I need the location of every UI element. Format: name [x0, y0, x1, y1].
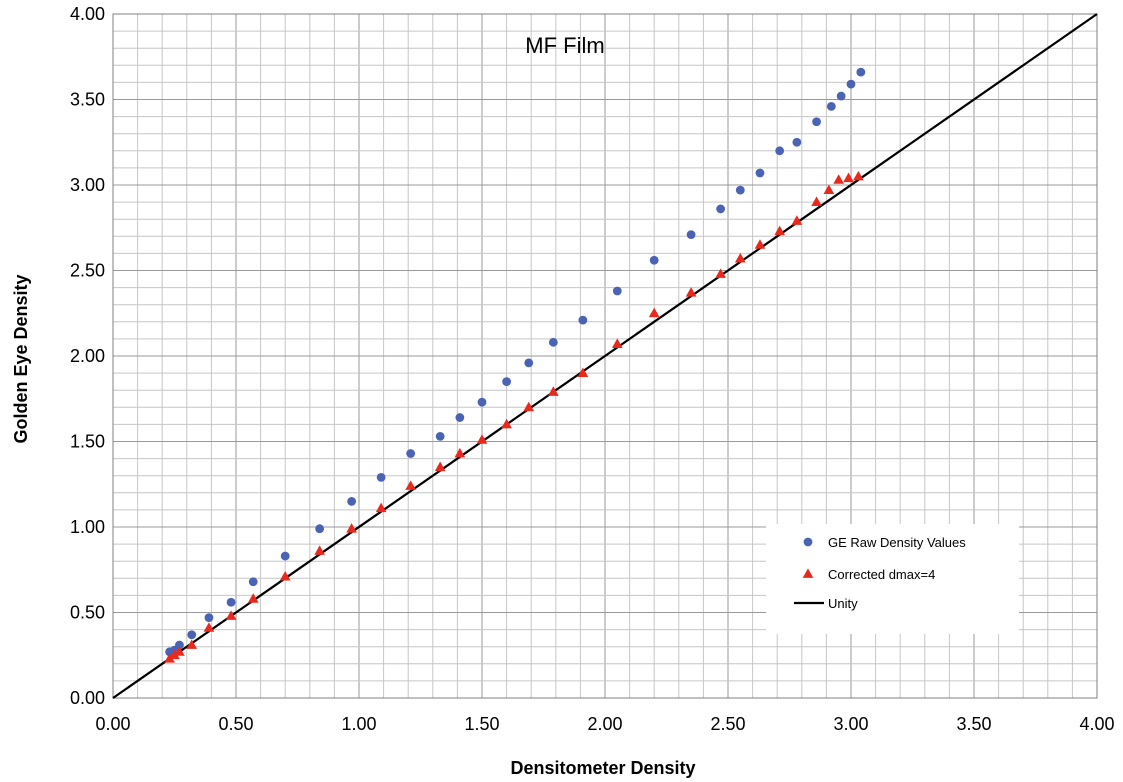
y-tick-label: 1.00	[70, 517, 105, 537]
ge-raw-point	[548, 337, 558, 347]
y-tick-label: 2.00	[70, 346, 105, 366]
corrected-point	[186, 639, 198, 649]
ge-raw-point	[226, 597, 236, 607]
unity-line-layer	[112, 13, 1098, 699]
x-tick-label: 3.00	[833, 714, 868, 734]
y-axis-label: Golden Eye Density	[11, 274, 31, 443]
unity-line	[112, 13, 1098, 699]
ge-raw-point	[836, 91, 846, 101]
legend-label: GE Raw Density Values	[828, 535, 966, 550]
x-axis-ticks: 0.00 0.50 1.00 1.50 2.00 2.50 3.00 3.50 4.00	[95, 714, 1114, 734]
data-points	[164, 67, 866, 663]
legend-marker-ge-raw	[803, 537, 813, 547]
corrected-point	[715, 268, 726, 278]
ge-raw-point	[477, 397, 487, 407]
legend-marker-corrected	[802, 568, 814, 578]
x-tick-label: 4.00	[1079, 714, 1114, 734]
ge-raw-point	[435, 431, 445, 441]
corrected-point	[247, 593, 259, 603]
legend: GE Raw Density Values Corrected dmax=4 Uni…	[766, 524, 1019, 634]
ge-raw-point	[248, 577, 258, 587]
corrected-point	[314, 545, 325, 555]
corrected-point	[225, 610, 237, 620]
ge-raw-point	[204, 613, 214, 623]
ge-raw-point	[649, 255, 659, 265]
corrected-point	[523, 401, 535, 412]
corrected-point	[476, 434, 488, 444]
ge-raw-point	[846, 79, 856, 89]
corrected-point	[853, 170, 864, 181]
corrected-point	[811, 196, 822, 207]
ge-raw-point	[792, 137, 802, 147]
y-tick-label: 3.50	[70, 90, 105, 110]
plot-area-border	[112, 13, 1098, 699]
ge-raw-point	[755, 168, 765, 178]
ge-raw-point	[735, 185, 745, 195]
corrected-point	[648, 307, 660, 318]
ge-raw-point	[686, 230, 696, 239]
ge-raw-point	[280, 551, 290, 561]
corrected-point	[548, 386, 559, 396]
corrected-point	[611, 338, 623, 348]
corrected-point	[823, 184, 835, 195]
corrected-point	[169, 649, 180, 660]
corrected-point	[774, 225, 785, 236]
y-axis-ticks: 0.00 0.50 1.00 1.50 2.00 2.50 3.00 3.50 4.00	[70, 4, 105, 708]
x-tick-label: 1.00	[341, 714, 376, 734]
y-tick-label: 2.50	[70, 261, 105, 281]
ge-raw-point	[376, 473, 386, 482]
corrected-point	[375, 502, 387, 513]
ge-raw-point	[524, 358, 534, 368]
ge-raw-point	[347, 496, 357, 506]
corrected-point	[685, 287, 697, 297]
corrected-point	[164, 653, 175, 663]
corrected-point	[405, 480, 416, 490]
x-tick-label: 0.50	[218, 714, 253, 734]
corrected-point	[791, 215, 803, 225]
ge-raw-point	[406, 449, 416, 458]
legend-label: Unity	[828, 596, 858, 611]
ge-raw-point	[856, 67, 866, 77]
ge-raw-point	[826, 101, 836, 111]
ge-raw-point	[175, 640, 184, 650]
x-axis-label: Densitometer Density	[510, 758, 695, 778]
corrected-point	[434, 461, 446, 472]
ge-raw-point	[775, 146, 785, 156]
x-tick-label: 0.00	[95, 714, 130, 734]
y-tick-label: 3.00	[70, 175, 105, 195]
corrected-point	[843, 172, 854, 183]
corrected-point	[833, 174, 845, 184]
corrected-point	[454, 447, 466, 458]
y-tick-label: 1.50	[70, 432, 105, 452]
ge-raw-point	[502, 377, 511, 387]
x-tick-label: 2.50	[710, 714, 745, 734]
chart-title: MF Film	[525, 33, 604, 58]
corrected-point	[174, 646, 185, 656]
ge-raw-point	[187, 630, 197, 640]
corrected-point	[279, 570, 291, 581]
y-tick-label: 0.00	[70, 688, 105, 708]
legend-label: Corrected dmax=4	[828, 567, 935, 582]
ge-raw-point	[612, 286, 622, 296]
ge-raw-point	[315, 524, 325, 534]
y-tick-label: 4.00	[70, 4, 105, 24]
ge-raw-point	[578, 315, 588, 325]
ge-raw-point	[455, 413, 465, 422]
corrected-point	[346, 523, 357, 533]
corrected-point	[754, 239, 766, 249]
x-tick-label: 1.50	[464, 714, 499, 734]
ge-raw-point	[812, 117, 821, 127]
corrected-point	[734, 252, 746, 263]
corrected-point	[577, 367, 589, 378]
y-tick-label: 0.50	[70, 603, 105, 623]
corrected-point	[203, 622, 215, 632]
ge-raw-point	[716, 204, 726, 214]
x-tick-label: 3.50	[956, 714, 991, 734]
corrected-point	[501, 418, 512, 429]
x-tick-label: 2.00	[587, 714, 622, 734]
